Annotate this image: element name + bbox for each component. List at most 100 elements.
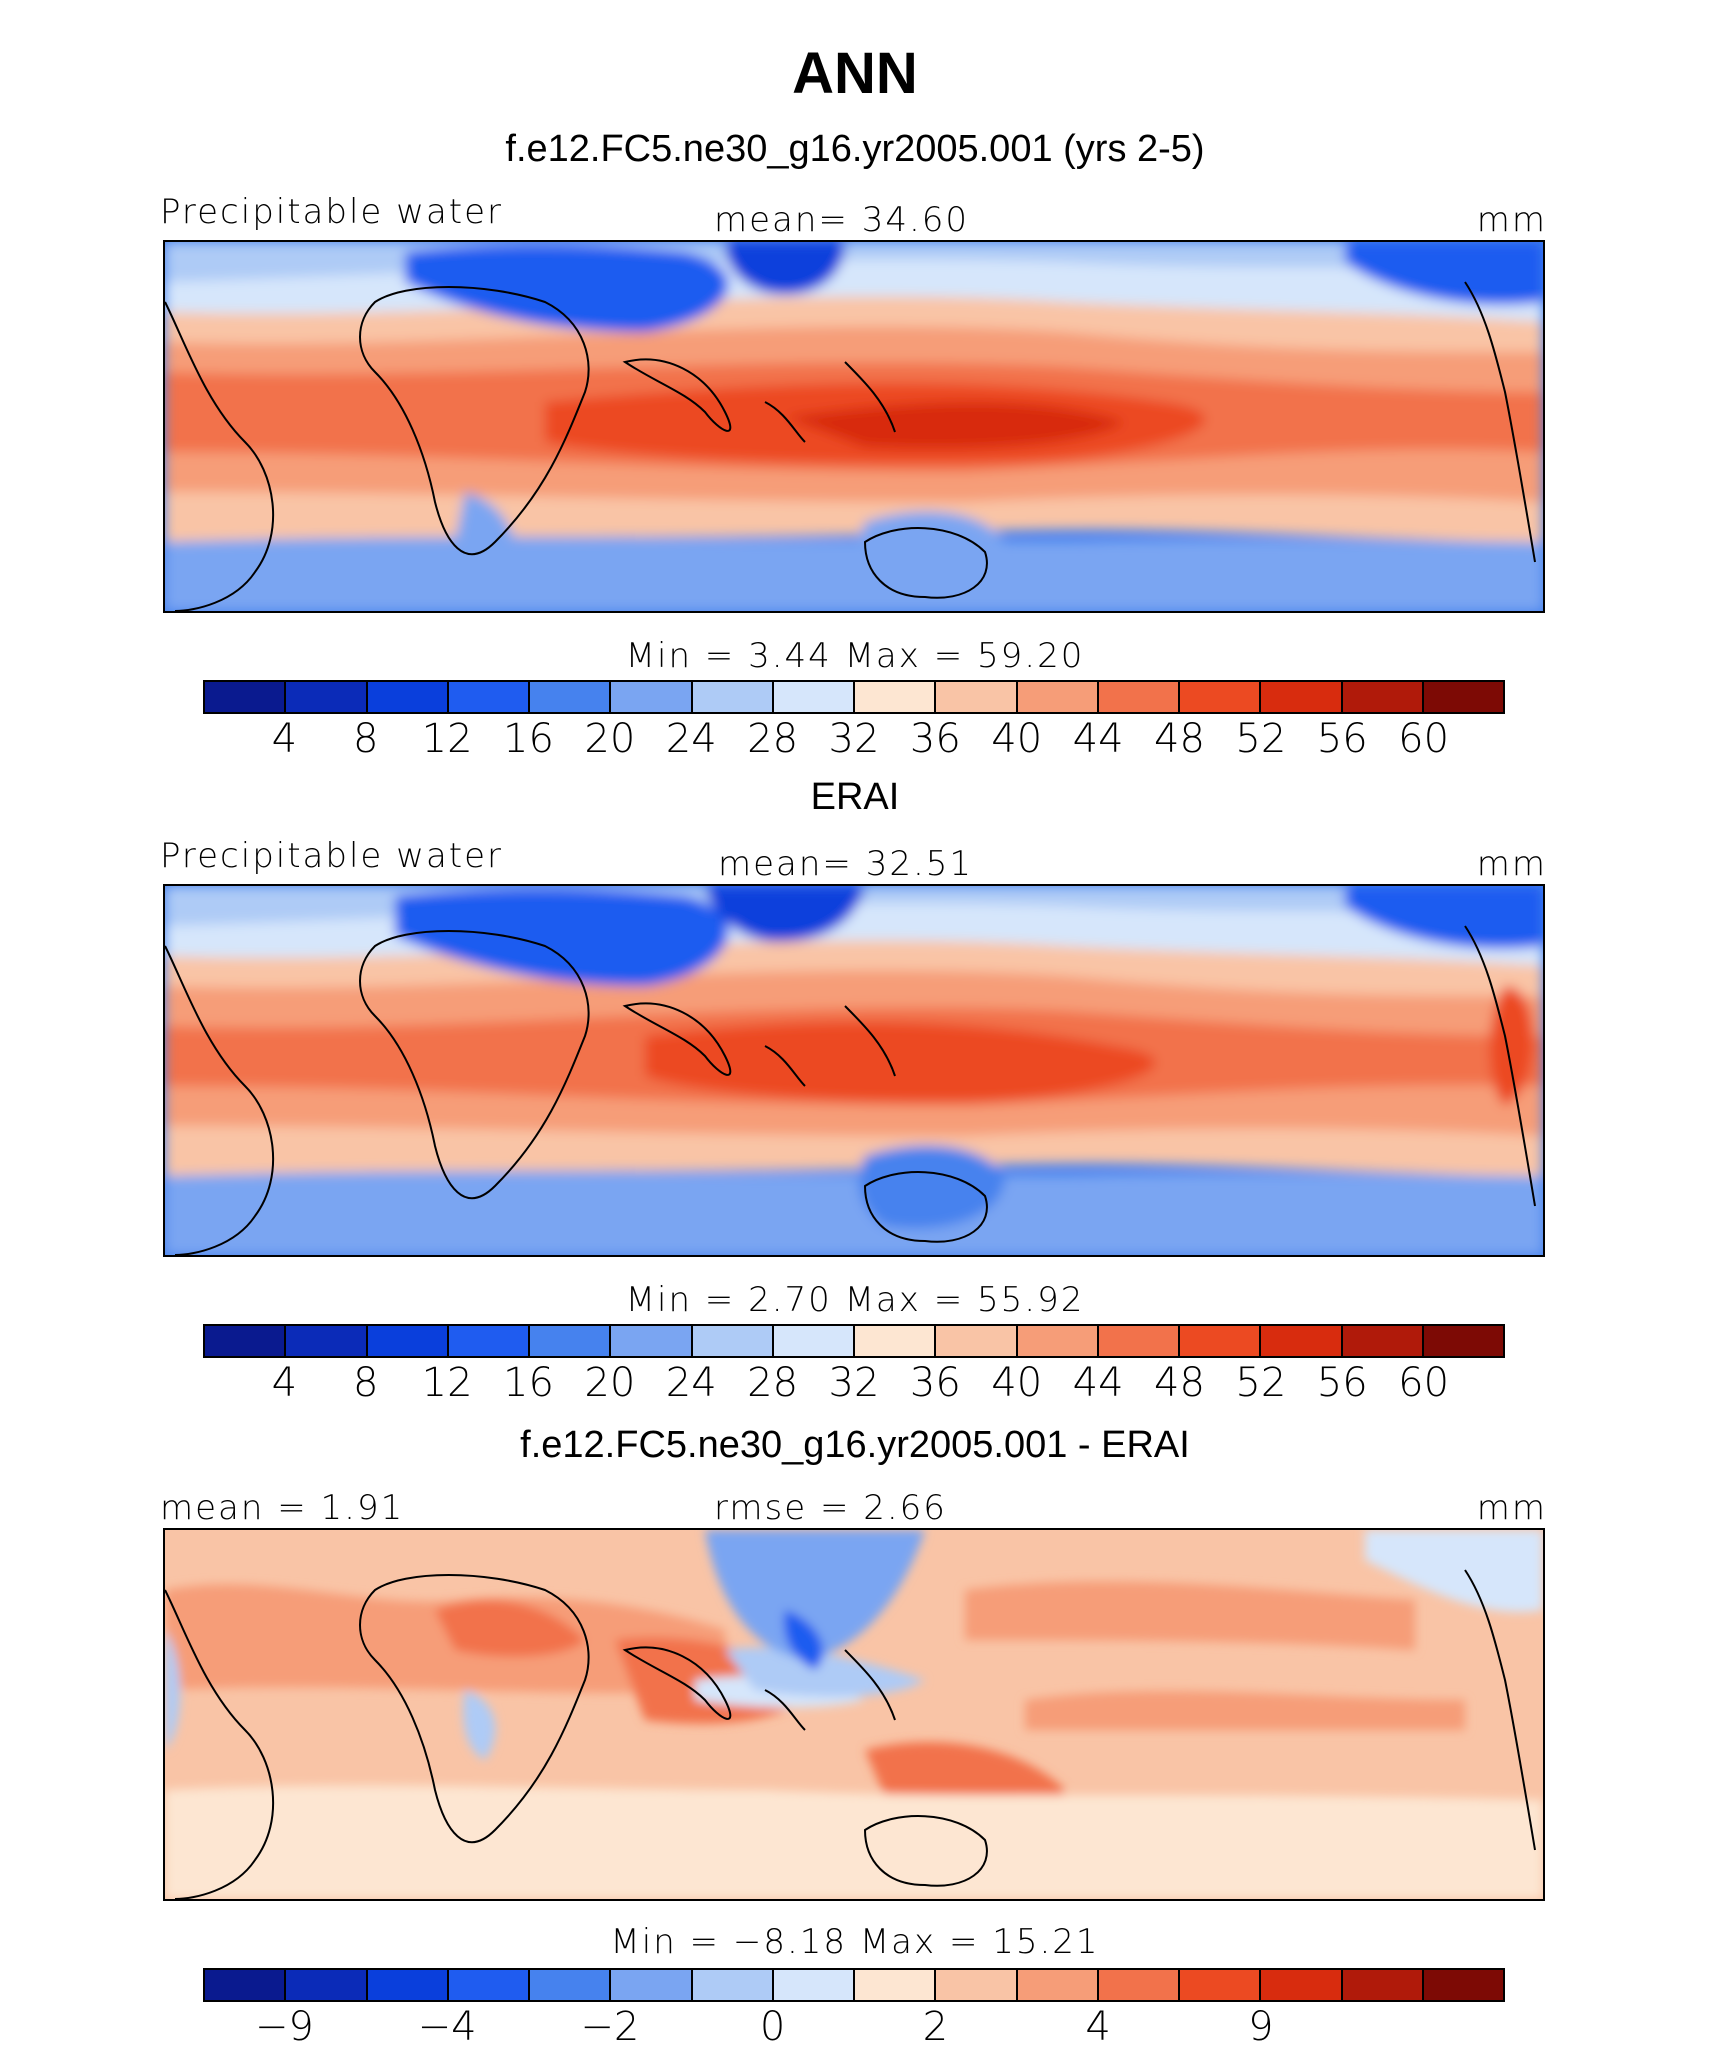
colorbar-tick-label: −4 (417, 2004, 477, 2050)
colorbar-tick-label: 36 (909, 1360, 961, 1406)
colorbar-swatch (448, 682, 530, 712)
colorbar-swatch (448, 1326, 530, 1356)
colorbar-swatch (1017, 1970, 1099, 2000)
colorbar-tick-label: 8 (353, 716, 379, 762)
colorbar-swatch (692, 682, 774, 712)
colorbar-swatch (1098, 1970, 1180, 2000)
colorbar-swatch (1017, 682, 1099, 712)
colorbar-swatch (1261, 1970, 1343, 2000)
panel1-minmax: Min = 3.44 Max = 59.20 (625, 636, 1085, 676)
panel3-mean-label: mean = 1.91 (160, 1488, 405, 1528)
colorbar-tick-label: 44 (1072, 1360, 1124, 1406)
colorbar-swatch (936, 1970, 1018, 2000)
colorbar-tick-label: 36 (909, 716, 961, 762)
colorbar-swatch (611, 1326, 693, 1356)
colorbar-swatch (855, 1970, 937, 2000)
colorbar-swatch (1261, 682, 1343, 712)
panel2-units: mm (1476, 844, 1547, 884)
colorbar-swatch (1423, 1326, 1503, 1356)
panel2-colorbar (203, 1324, 1505, 1358)
colorbar-tick-label: 24 (665, 1360, 717, 1406)
colorbar-swatch (1098, 682, 1180, 712)
colorbar-swatch (205, 1326, 287, 1356)
colorbar-swatch (1342, 1326, 1424, 1356)
colorbar-tick-label: 16 (503, 716, 554, 762)
colorbar-swatch (205, 1970, 287, 2000)
colorbar-swatch (855, 682, 937, 712)
colorbar-swatch (773, 682, 855, 712)
colorbar-swatch (936, 682, 1018, 712)
colorbar-tick-label: 2 (922, 2004, 949, 2050)
colorbar-tick-label: 52 (1235, 1360, 1287, 1406)
panel2-subtitle: ERAI (810, 776, 900, 818)
colorbar-swatch (530, 682, 612, 712)
panel1-subtitle: f.e12.FC5.ne30_g16.yr2005.001 (yrs 2-5) (505, 128, 1205, 170)
colorbar-swatch (692, 1326, 774, 1356)
colorbar-swatch (530, 1970, 612, 2000)
colorbar-tick-label: 48 (1154, 1360, 1205, 1406)
panel1-units: mm (1476, 200, 1547, 240)
colorbar-swatch (1017, 1326, 1099, 1356)
panel1-map (163, 240, 1545, 613)
colorbar-tick-label: 4 (271, 1360, 298, 1406)
panel3-minmax: Min = −8.18 Max = 15.21 (610, 1922, 1100, 1962)
colorbar-swatch (286, 1326, 368, 1356)
colorbar-swatch (1342, 682, 1424, 712)
colorbar-swatch (692, 1970, 774, 2000)
colorbar-tick-label: −2 (580, 2004, 640, 2050)
colorbar-tick-label: −9 (254, 2004, 314, 2050)
colorbar-tick-label: 24 (665, 716, 717, 762)
colorbar-swatch (1342, 1970, 1424, 2000)
colorbar-swatch (205, 682, 287, 712)
panel3-map (163, 1528, 1545, 1901)
colorbar-swatch (367, 1326, 449, 1356)
figure-title: ANN (792, 41, 918, 106)
colorbar-swatch (367, 682, 449, 712)
colorbar-swatch (1180, 1326, 1262, 1356)
colorbar-tick-label: 4 (271, 716, 298, 762)
colorbar-tick-label: 56 (1316, 1360, 1368, 1406)
colorbar-tick-label: 20 (584, 1360, 636, 1406)
panel2-field (165, 886, 1543, 1255)
panel3-subtitle: f.e12.FC5.ne30_g16.yr2005.001 - ERAI (520, 1424, 1190, 1466)
colorbar-tick-label: 28 (747, 716, 799, 762)
colorbar-swatch (773, 1326, 855, 1356)
panel3-units: mm (1476, 1488, 1547, 1528)
colorbar-swatch (855, 1326, 937, 1356)
colorbar-tick-label: 8 (353, 1360, 379, 1406)
colorbar-tick-label: 4 (1085, 2004, 1111, 2050)
colorbar-swatch (1423, 682, 1503, 712)
colorbar-swatch (936, 1326, 1018, 1356)
colorbar-swatch (1180, 682, 1262, 712)
colorbar-swatch (530, 1326, 612, 1356)
panel1-mean-label: mean= 34.60 (714, 200, 970, 240)
colorbar-swatch (286, 1970, 368, 2000)
colorbar-tick-label: 9 (1248, 2004, 1274, 2050)
colorbar-swatch (611, 1970, 693, 2000)
panel1-field (165, 242, 1543, 611)
colorbar-tick-label: 48 (1154, 716, 1205, 762)
colorbar-tick-label: 16 (503, 1360, 554, 1406)
colorbar-swatch (286, 682, 368, 712)
colorbar-tick-label: 60 (1398, 1360, 1450, 1406)
colorbar-tick-label: 32 (828, 1360, 880, 1406)
colorbar-tick-label: 32 (828, 716, 880, 762)
colorbar-tick-label: 0 (759, 2004, 786, 2050)
colorbar-tick-label: 12 (421, 716, 473, 762)
panel2-map (163, 884, 1545, 1257)
panel3-field (165, 1530, 1543, 1899)
colorbar-swatch (611, 682, 693, 712)
colorbar-swatch (448, 1970, 530, 2000)
panel2-left-label: Precipitable water (160, 836, 504, 876)
panel3-colorbar (203, 1968, 1505, 2002)
colorbar-tick-label: 12 (421, 1360, 473, 1406)
colorbar-tick-label: 60 (1398, 716, 1450, 762)
colorbar-swatch (1098, 1326, 1180, 1356)
panel3-rmse-label: rmse = 2.66 (714, 1488, 947, 1528)
colorbar-tick-label: 56 (1316, 716, 1368, 762)
colorbar-tick-label: 44 (1072, 716, 1124, 762)
colorbar-swatch (367, 1970, 449, 2000)
panel2-minmax: Min = 2.70 Max = 55.92 (625, 1280, 1085, 1320)
colorbar-tick-label: 40 (991, 1360, 1043, 1406)
colorbar-tick-label: 52 (1235, 716, 1287, 762)
